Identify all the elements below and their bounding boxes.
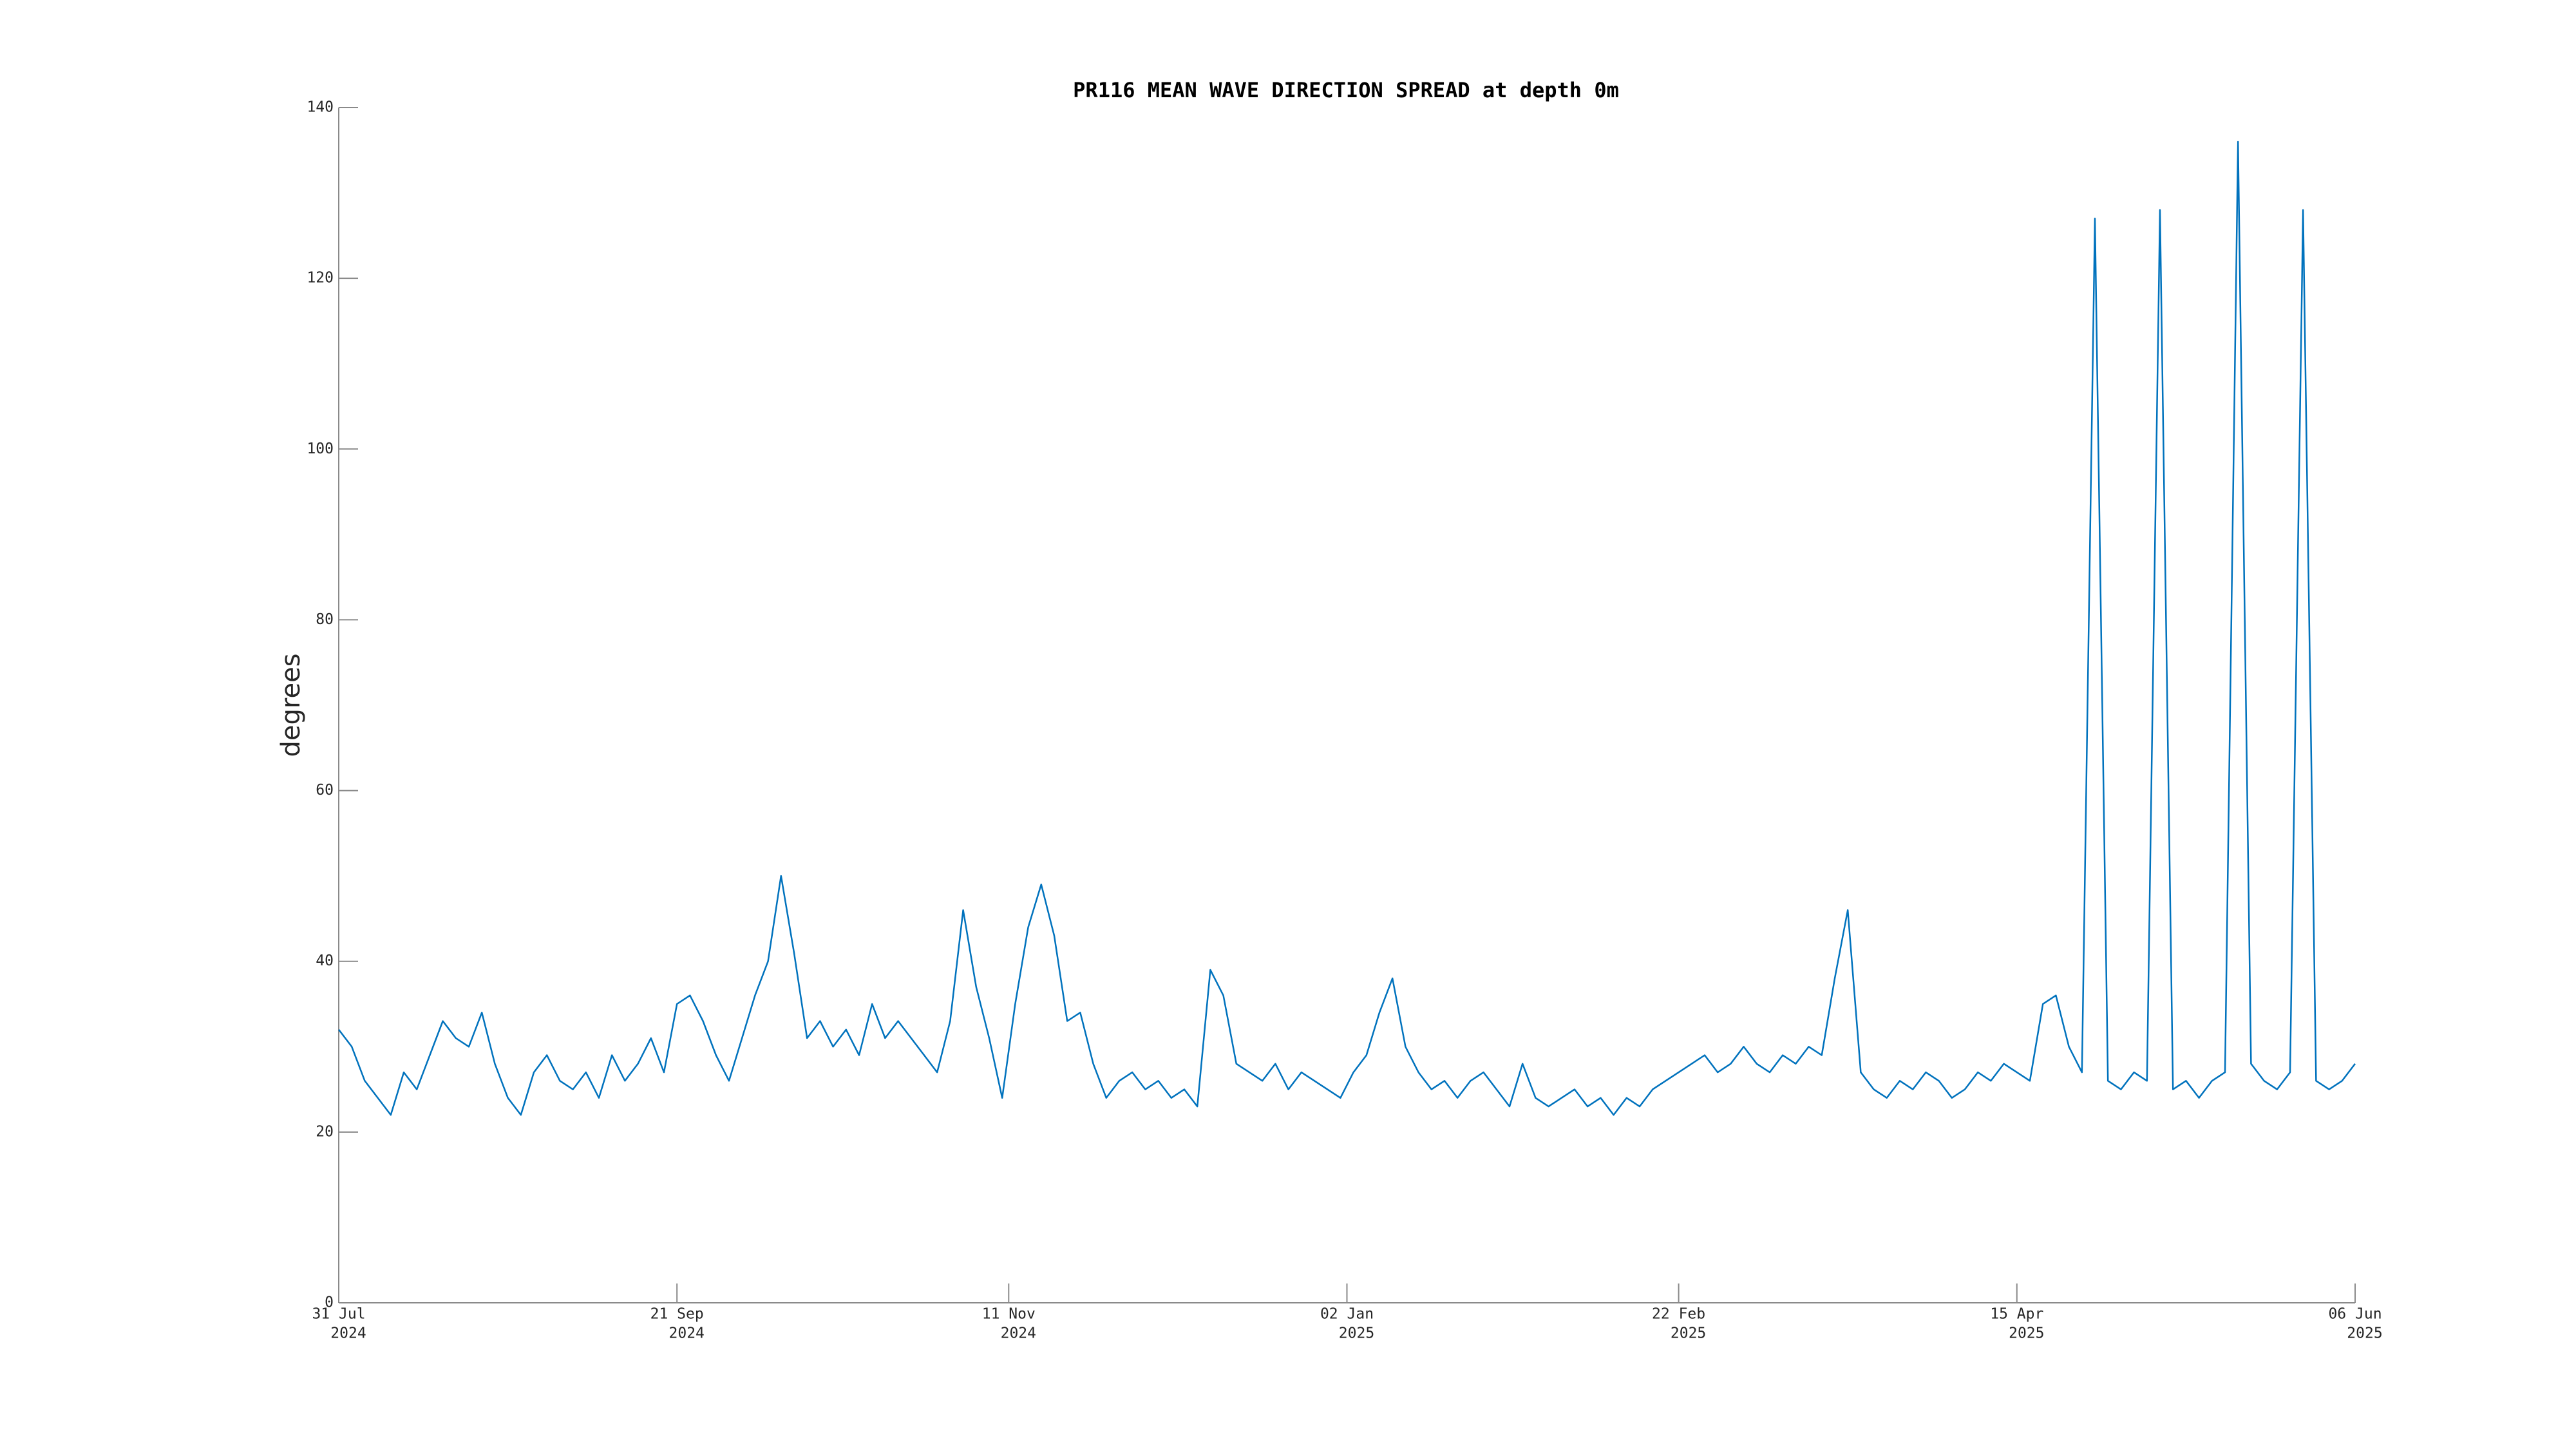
y-tick-label: 60: [316, 782, 334, 799]
x-tick-label: 2024: [1001, 1325, 1036, 1342]
x-tick-label: 2025: [1339, 1325, 1374, 1342]
x-tick-label: 31 Jul: [312, 1306, 365, 1323]
y-tick-label: 100: [307, 440, 334, 457]
x-tick-label: 15 Apr: [1990, 1306, 2043, 1323]
chart-title: PR116 MEAN WAVE DIRECTION SPREAD at dept…: [1073, 78, 1619, 102]
x-tick-label: 11 Nov: [982, 1306, 1036, 1323]
y-axis-label: degrees: [276, 653, 306, 757]
x-tick-label: 2025: [1671, 1325, 1706, 1342]
y-tick-label: 140: [307, 99, 334, 116]
y-tick-label: 40: [316, 952, 334, 969]
x-tick-label: 21 Sep: [650, 1306, 704, 1323]
x-tick-label: 2025: [2347, 1325, 2382, 1342]
y-tick-label: 20: [316, 1123, 334, 1140]
x-tick-label: 2025: [2009, 1325, 2044, 1342]
x-tick-label: 02 Jan: [1320, 1306, 1374, 1323]
x-tick-label: 2024: [669, 1325, 705, 1342]
y-tick-label: 0: [325, 1294, 334, 1311]
y-tick-label: 80: [316, 611, 334, 628]
y-tick-label: 120: [307, 270, 334, 287]
x-tick-label: 22 Feb: [1652, 1306, 1705, 1323]
x-tick-label: 06 Jun: [2328, 1306, 2382, 1323]
x-tick-label: 2024: [330, 1325, 366, 1342]
data-line: [338, 140, 2356, 1116]
